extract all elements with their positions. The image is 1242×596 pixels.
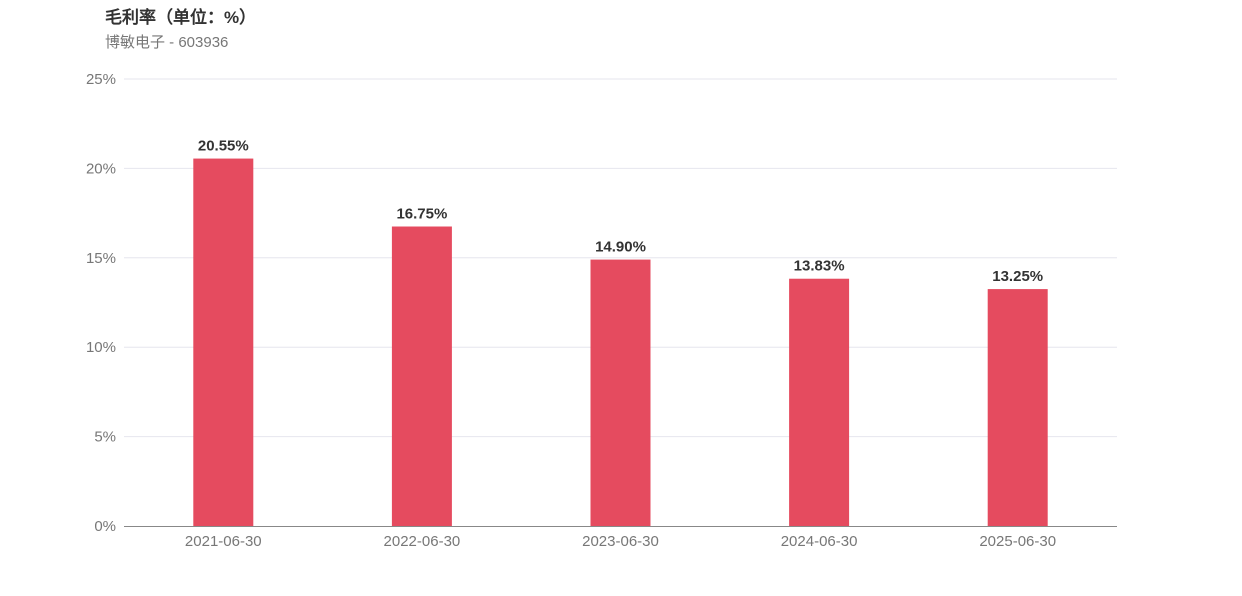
bar <box>193 158 254 527</box>
bar <box>987 289 1048 526</box>
x-tick-label: 2023-06-30 <box>582 533 659 550</box>
y-tick-label: 0% <box>94 518 116 535</box>
x-tick-label: 2021-06-30 <box>185 533 262 550</box>
y-tick-label: 25% <box>86 71 116 88</box>
bar <box>789 278 850 526</box>
data-label: 20.55% <box>198 138 249 155</box>
data-label: 13.25% <box>992 268 1043 285</box>
y-tick-label: 15% <box>86 250 116 267</box>
data-label: 13.83% <box>794 258 845 275</box>
chart-title: 毛利率（单位：%） <box>105 8 257 27</box>
bar <box>391 226 452 526</box>
data-label: 16.75% <box>396 206 447 223</box>
bar <box>590 259 651 526</box>
y-tick-label: 20% <box>86 160 116 177</box>
x-tick-label: 2025-06-30 <box>979 533 1056 550</box>
chart-subtitle: 博敏电子 - 603936 <box>105 34 229 51</box>
data-label: 14.90% <box>595 239 646 256</box>
x-tick-label: 2022-06-30 <box>384 533 461 550</box>
y-tick-label: 5% <box>94 429 116 446</box>
y-tick-label: 10% <box>86 339 116 356</box>
x-tick-label: 2024-06-30 <box>781 533 858 550</box>
